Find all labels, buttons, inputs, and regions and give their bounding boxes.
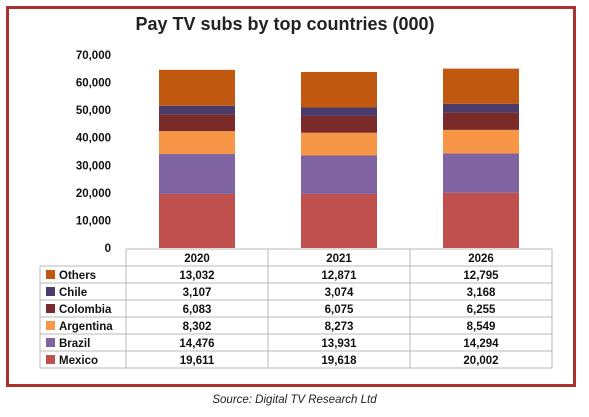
legend-swatch-argentina [46,321,55,330]
bar-segment-argentina-2021 [301,132,377,156]
legend-label-argentina: Argentina [59,321,113,333]
bar-segment-mexico-2021 [301,193,377,248]
bar-segment-mexico-2026 [443,192,519,248]
y-tick-label: 50,000 [76,105,111,117]
bar-segment-colombia-2021 [301,115,377,133]
legend-swatch-colombia [46,304,55,313]
data-label-mexico-2021: 19,618 [321,355,357,367]
bar-segment-mexico-2020 [159,193,235,248]
bar-segment-brazil-2026 [443,153,519,193]
legend-label-colombia: Colombia [59,304,112,316]
bar-segment-chile-2021 [301,107,377,116]
data-label-others-2021: 12,871 [321,270,357,282]
x-category-label: 2026 [468,253,494,265]
data-label-others-2020: 13,032 [179,270,214,282]
data-label-brazil-2026: 14,294 [463,338,499,350]
data-label-chile-2020: 3,107 [183,287,212,299]
data-label-brazil-2021: 13,931 [321,338,357,350]
chart-title: Pay TV subs by top countries (000) [135,14,435,34]
legend-swatch-chile [46,287,55,296]
legend-label-brazil: Brazil [59,338,90,350]
data-label-mexico-2020: 19,611 [180,355,215,367]
data-label-colombia-2021: 6,075 [325,304,354,316]
y-tick-label: 0 [105,243,111,255]
x-category-label: 2021 [326,253,352,265]
y-tick-label: 40,000 [76,133,111,145]
data-label-argentina-2020: 8,302 [183,321,212,333]
bar-segment-colombia-2026 [443,112,519,130]
bar-segment-argentina-2020 [159,131,235,155]
legend-swatch-brazil [46,338,55,347]
legend-label-chile: Chile [59,287,87,299]
data-label-colombia-2020: 6,083 [183,304,212,316]
bar-segment-others-2026 [443,68,519,104]
bar-segment-chile-2020 [159,105,235,115]
x-category-label: 2020 [184,253,210,265]
y-tick-label: 30,000 [76,160,111,172]
data-label-mexico-2026: 20,002 [463,355,498,367]
data-label-others-2026: 12,795 [463,270,499,282]
legend-label-mexico: Mexico [59,355,98,367]
legend-label-others: Others [59,270,96,282]
y-tick-label: 20,000 [76,188,111,200]
bar-segment-others-2020 [159,69,235,106]
bar-segment-colombia-2020 [159,114,235,132]
bar-segment-argentina-2026 [443,129,519,154]
bar-segment-others-2021 [301,71,377,108]
bar-segment-brazil-2021 [301,155,377,194]
bar-segment-brazil-2020 [159,154,235,194]
data-label-chile-2026: 3,168 [467,287,496,299]
data-label-colombia-2026: 6,255 [467,304,496,316]
data-label-brazil-2020: 14,476 [179,338,214,350]
y-tick-label: 70,000 [76,50,111,62]
legend-swatch-mexico [46,355,55,364]
data-label-argentina-2021: 8,273 [325,321,354,333]
source-note: Source: Digital TV Research Ltd [212,394,377,406]
y-tick-label: 60,000 [76,78,111,90]
bar-segment-chile-2026 [443,103,519,113]
data-label-argentina-2026: 8,549 [467,321,496,333]
legend-swatch-others [46,270,55,279]
data-label-chile-2021: 3,074 [325,287,354,299]
y-tick-label: 10,000 [76,215,111,227]
